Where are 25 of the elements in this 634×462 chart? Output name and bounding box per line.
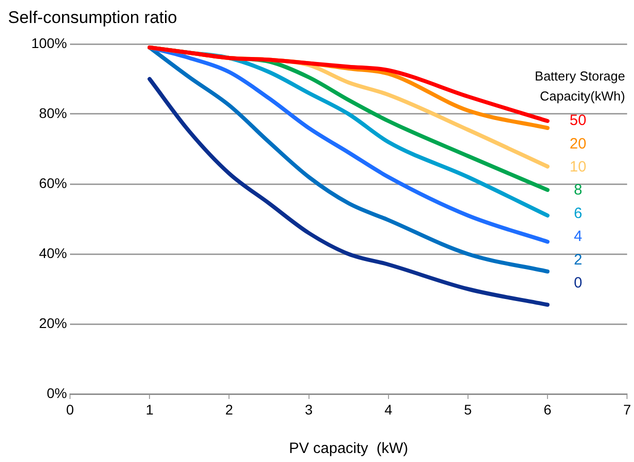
x-axis-title: PV capacity (kW) <box>288 440 408 458</box>
y-tick-label: 60% <box>38 174 67 191</box>
series-label: 8 <box>574 182 582 199</box>
chart-title: Self-consumption ratio <box>8 8 178 28</box>
series-label: 2 <box>574 251 582 268</box>
series-label: 50 <box>570 112 586 130</box>
series-label: 4 <box>574 228 582 246</box>
x-tick-label: 2 <box>225 401 234 418</box>
series-label: 0 <box>574 274 582 292</box>
y-tick-label: 80% <box>38 104 67 121</box>
x-tick-label: 1 <box>146 401 154 418</box>
x-tick-label: 7 <box>623 401 632 418</box>
y-tick-label: 20% <box>38 314 67 331</box>
y-tick-label: 40% <box>38 244 67 261</box>
x-tick-label: 5 <box>464 401 472 418</box>
x-tick-label: 0 <box>66 401 74 418</box>
series-label: 10 <box>570 158 586 176</box>
x-tick-label: 4 <box>384 401 392 418</box>
series-label: 20 <box>570 135 586 152</box>
legend-title: Battery Storage Capacity(kWh) <box>534 68 626 104</box>
x-tick-label: 3 <box>304 401 313 418</box>
series-label: 6 <box>574 204 582 222</box>
y-tick-label: 100% <box>31 34 67 51</box>
y-tick-label: 0% <box>46 384 67 401</box>
x-tick-label: 6 <box>544 401 552 418</box>
